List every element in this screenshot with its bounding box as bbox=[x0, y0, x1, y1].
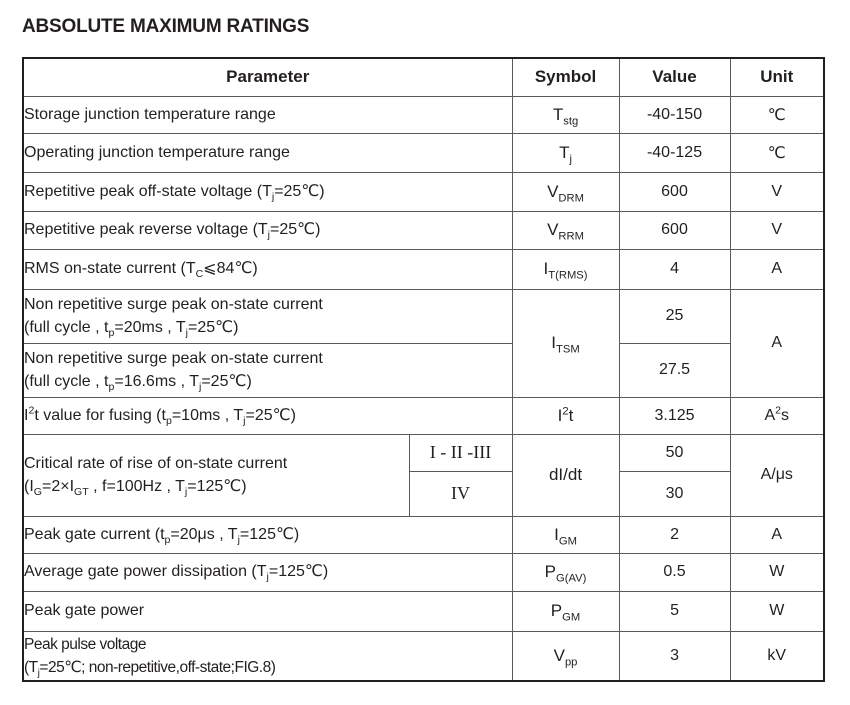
table-row: Non repetitive surge peak on-state curre… bbox=[22, 342, 824, 398]
unit-cell: A bbox=[729, 288, 825, 398]
header-unit: Unit bbox=[729, 57, 825, 97]
unit-cell: ℃ bbox=[729, 132, 825, 173]
table-row: I2t value for fusing (tp=10ms , Tj=25℃) … bbox=[22, 396, 825, 435]
table-row: Peak gate power PGM 5 W bbox=[22, 590, 825, 632]
absolute-maximum-ratings-table: Parameter Symbol Value Unit Storage junc… bbox=[22, 57, 826, 682]
value-cell: 600 bbox=[618, 171, 731, 212]
unit-cell: A bbox=[729, 515, 825, 554]
unit-cell: V bbox=[729, 171, 825, 212]
symbol-cell: Vpp bbox=[511, 630, 620, 682]
table-row: Average gate power dissipation (Tj=125℃)… bbox=[22, 552, 825, 592]
value-cell: 2 bbox=[618, 515, 731, 554]
parameter-cell: Non repetitive surge peak on-state curre… bbox=[22, 342, 513, 398]
value-cell: 600 bbox=[618, 210, 731, 250]
symbol-cell: IT(RMS) bbox=[511, 248, 620, 290]
symbol-cell: Tstg bbox=[511, 95, 620, 134]
value-cell: -40-150 bbox=[618, 95, 731, 134]
table-row: Critical rate of rise of on-state curren… bbox=[22, 433, 825, 517]
parameter-cell: I2t value for fusing (tp=10ms , Tj=25℃) bbox=[22, 396, 513, 435]
unit-cell: A bbox=[729, 248, 825, 290]
symbol-cell: IGM bbox=[511, 515, 620, 554]
parameter-cell: Peak pulse voltage (Tj=25℃; non-repetiti… bbox=[22, 630, 513, 682]
value-cell: 4 bbox=[618, 248, 731, 290]
unit-cell: V bbox=[729, 210, 825, 250]
table-row: IV 30 bbox=[23, 470, 824, 517]
table-row: Repetitive peak off-state voltage (Tj=25… bbox=[22, 171, 825, 212]
table-row: Storage junction temperature range Tstg … bbox=[22, 95, 825, 134]
symbol-cell: PGM bbox=[511, 590, 620, 632]
header-parameter: Parameter bbox=[22, 57, 513, 97]
symbol-cell: ITSM bbox=[511, 288, 620, 398]
value-cell: 27.5 bbox=[618, 342, 731, 398]
value-cell: 50 bbox=[618, 433, 731, 472]
value-cell: 30 bbox=[618, 470, 731, 517]
class-cell: I - II -III bbox=[408, 433, 513, 472]
unit-cell: A2s bbox=[729, 396, 825, 435]
symbol-cell: VRRM bbox=[511, 210, 620, 250]
symbol-cell: dI/dt bbox=[511, 433, 620, 517]
parameter-cell: Storage junction temperature range bbox=[22, 95, 513, 134]
header-row: Parameter Symbol Value Unit bbox=[22, 57, 825, 97]
value-cell: 3 bbox=[618, 630, 731, 682]
unit-cell: A/μs bbox=[729, 433, 825, 517]
page-title: ABSOLUTE MAXIMUM RATINGS bbox=[22, 16, 310, 37]
parameter-cell: Peak gate current (tp=20μs , Tj=125℃) bbox=[22, 515, 513, 554]
parameter-cell: Non repetitive surge peak on-state curre… bbox=[22, 288, 513, 344]
unit-cell: W bbox=[729, 552, 825, 592]
parameter-cell: Average gate power dissipation (Tj=125℃) bbox=[22, 552, 513, 592]
parameter-cell: Peak gate power bbox=[22, 590, 513, 632]
parameter-cell: Repetitive peak reverse voltage (Tj=25℃) bbox=[22, 210, 513, 250]
table-row: Non repetitive surge peak on-state curre… bbox=[22, 288, 825, 398]
parameter-cell: Repetitive peak off-state voltage (Tj=25… bbox=[22, 171, 513, 212]
unit-cell: ℃ bbox=[729, 95, 825, 134]
parameter-cell: Critical rate of rise of on-state curren… bbox=[22, 433, 410, 517]
symbol-cell: Tj bbox=[511, 132, 620, 173]
header-symbol: Symbol bbox=[511, 57, 620, 97]
table-row: RMS on-state current (TC⩽84℃) IT(RMS) 4 … bbox=[22, 248, 825, 290]
unit-cell: W bbox=[729, 590, 825, 632]
table-row: Peak gate current (tp=20μs , Tj=125℃) IG… bbox=[22, 515, 825, 554]
value-cell: 0.5 bbox=[618, 552, 731, 592]
parameter-cell: Operating junction temperature range bbox=[22, 132, 513, 173]
table-row: Peak pulse voltage (Tj=25℃; non-repetiti… bbox=[22, 630, 825, 682]
unit-cell: kV bbox=[729, 630, 825, 682]
symbol-cell: PG(AV) bbox=[511, 552, 620, 592]
value-cell: 25 bbox=[618, 288, 731, 344]
symbol-cell: VDRM bbox=[511, 171, 620, 212]
table-row: Repetitive peak reverse voltage (Tj=25℃)… bbox=[22, 210, 825, 250]
table-row: Operating junction temperature range Tj … bbox=[22, 132, 825, 173]
parameter-cell: RMS on-state current (TC⩽84℃) bbox=[22, 248, 513, 290]
value-cell: -40-125 bbox=[618, 132, 731, 173]
symbol-cell: I2t bbox=[511, 396, 620, 435]
header-value: Value bbox=[618, 57, 731, 97]
value-cell: 3.125 bbox=[618, 396, 731, 435]
value-cell: 5 bbox=[618, 590, 731, 632]
class-cell: IV bbox=[408, 470, 513, 517]
